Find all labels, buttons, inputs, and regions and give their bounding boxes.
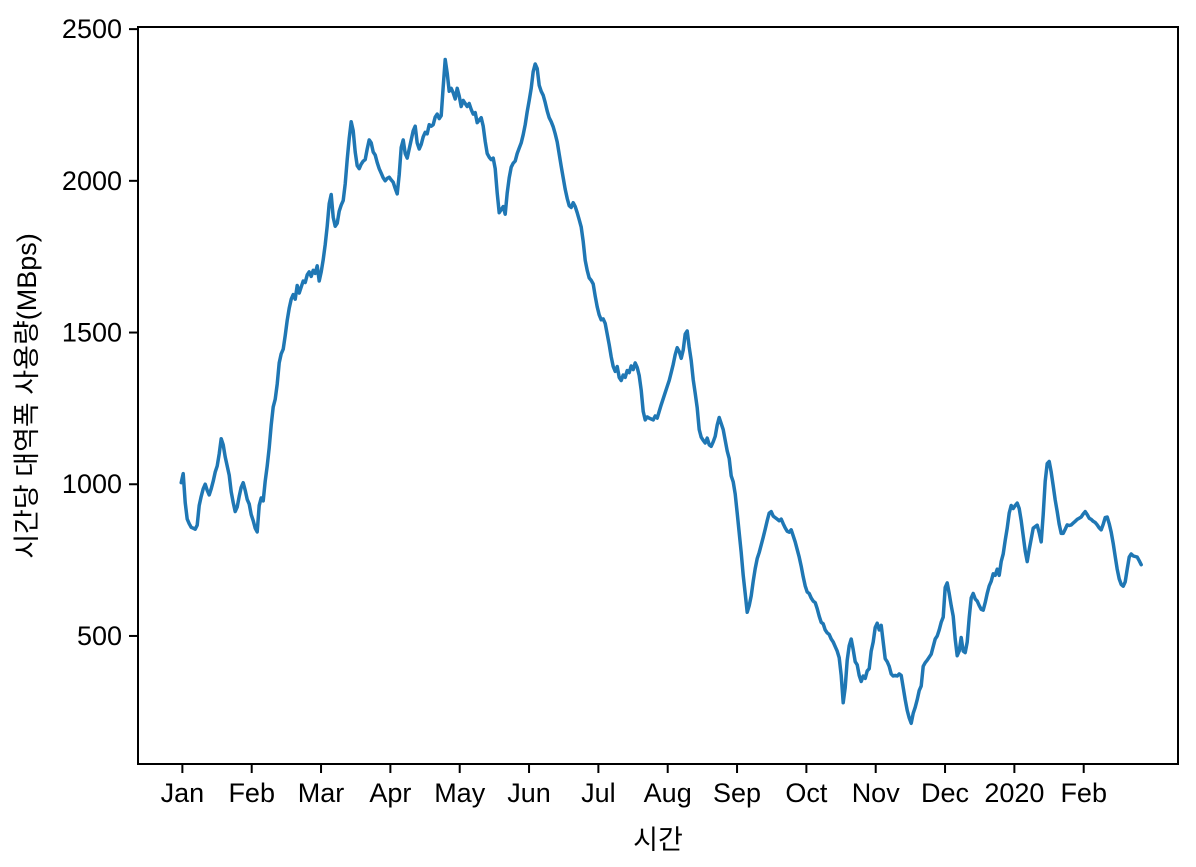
x-tick-label: Apr [369,778,411,808]
y-tick-label: 500 [77,621,122,651]
x-tick-label: Jun [507,778,551,808]
y-tick-label: 1000 [62,469,122,499]
x-tick-label: Nov [852,778,901,808]
y-tick-label: 1500 [62,318,122,348]
data-line [179,57,1143,726]
x-tick-label: Sep [713,778,761,808]
x-tick-label: Dec [921,778,969,808]
y-tick-label: 2000 [62,166,122,196]
x-tick-label: Mar [298,778,345,808]
x-tick-label: Oct [785,778,828,808]
x-tick-label: 2020 [984,778,1044,808]
x-tick-label: Aug [644,778,692,808]
y-axis-label: 시간당 대역폭 사용량(MBps) [12,233,42,559]
x-tick-label: Feb [228,778,275,808]
x-axis-label: 시간 [633,825,683,855]
x-tick-label: Jan [161,778,205,808]
x-tick-label: Jul [581,778,616,808]
plot-box [137,26,1179,765]
x-tick-label: Feb [1060,778,1107,808]
x-tick-label: May [434,778,486,808]
y-tick-label: 2500 [62,14,122,44]
